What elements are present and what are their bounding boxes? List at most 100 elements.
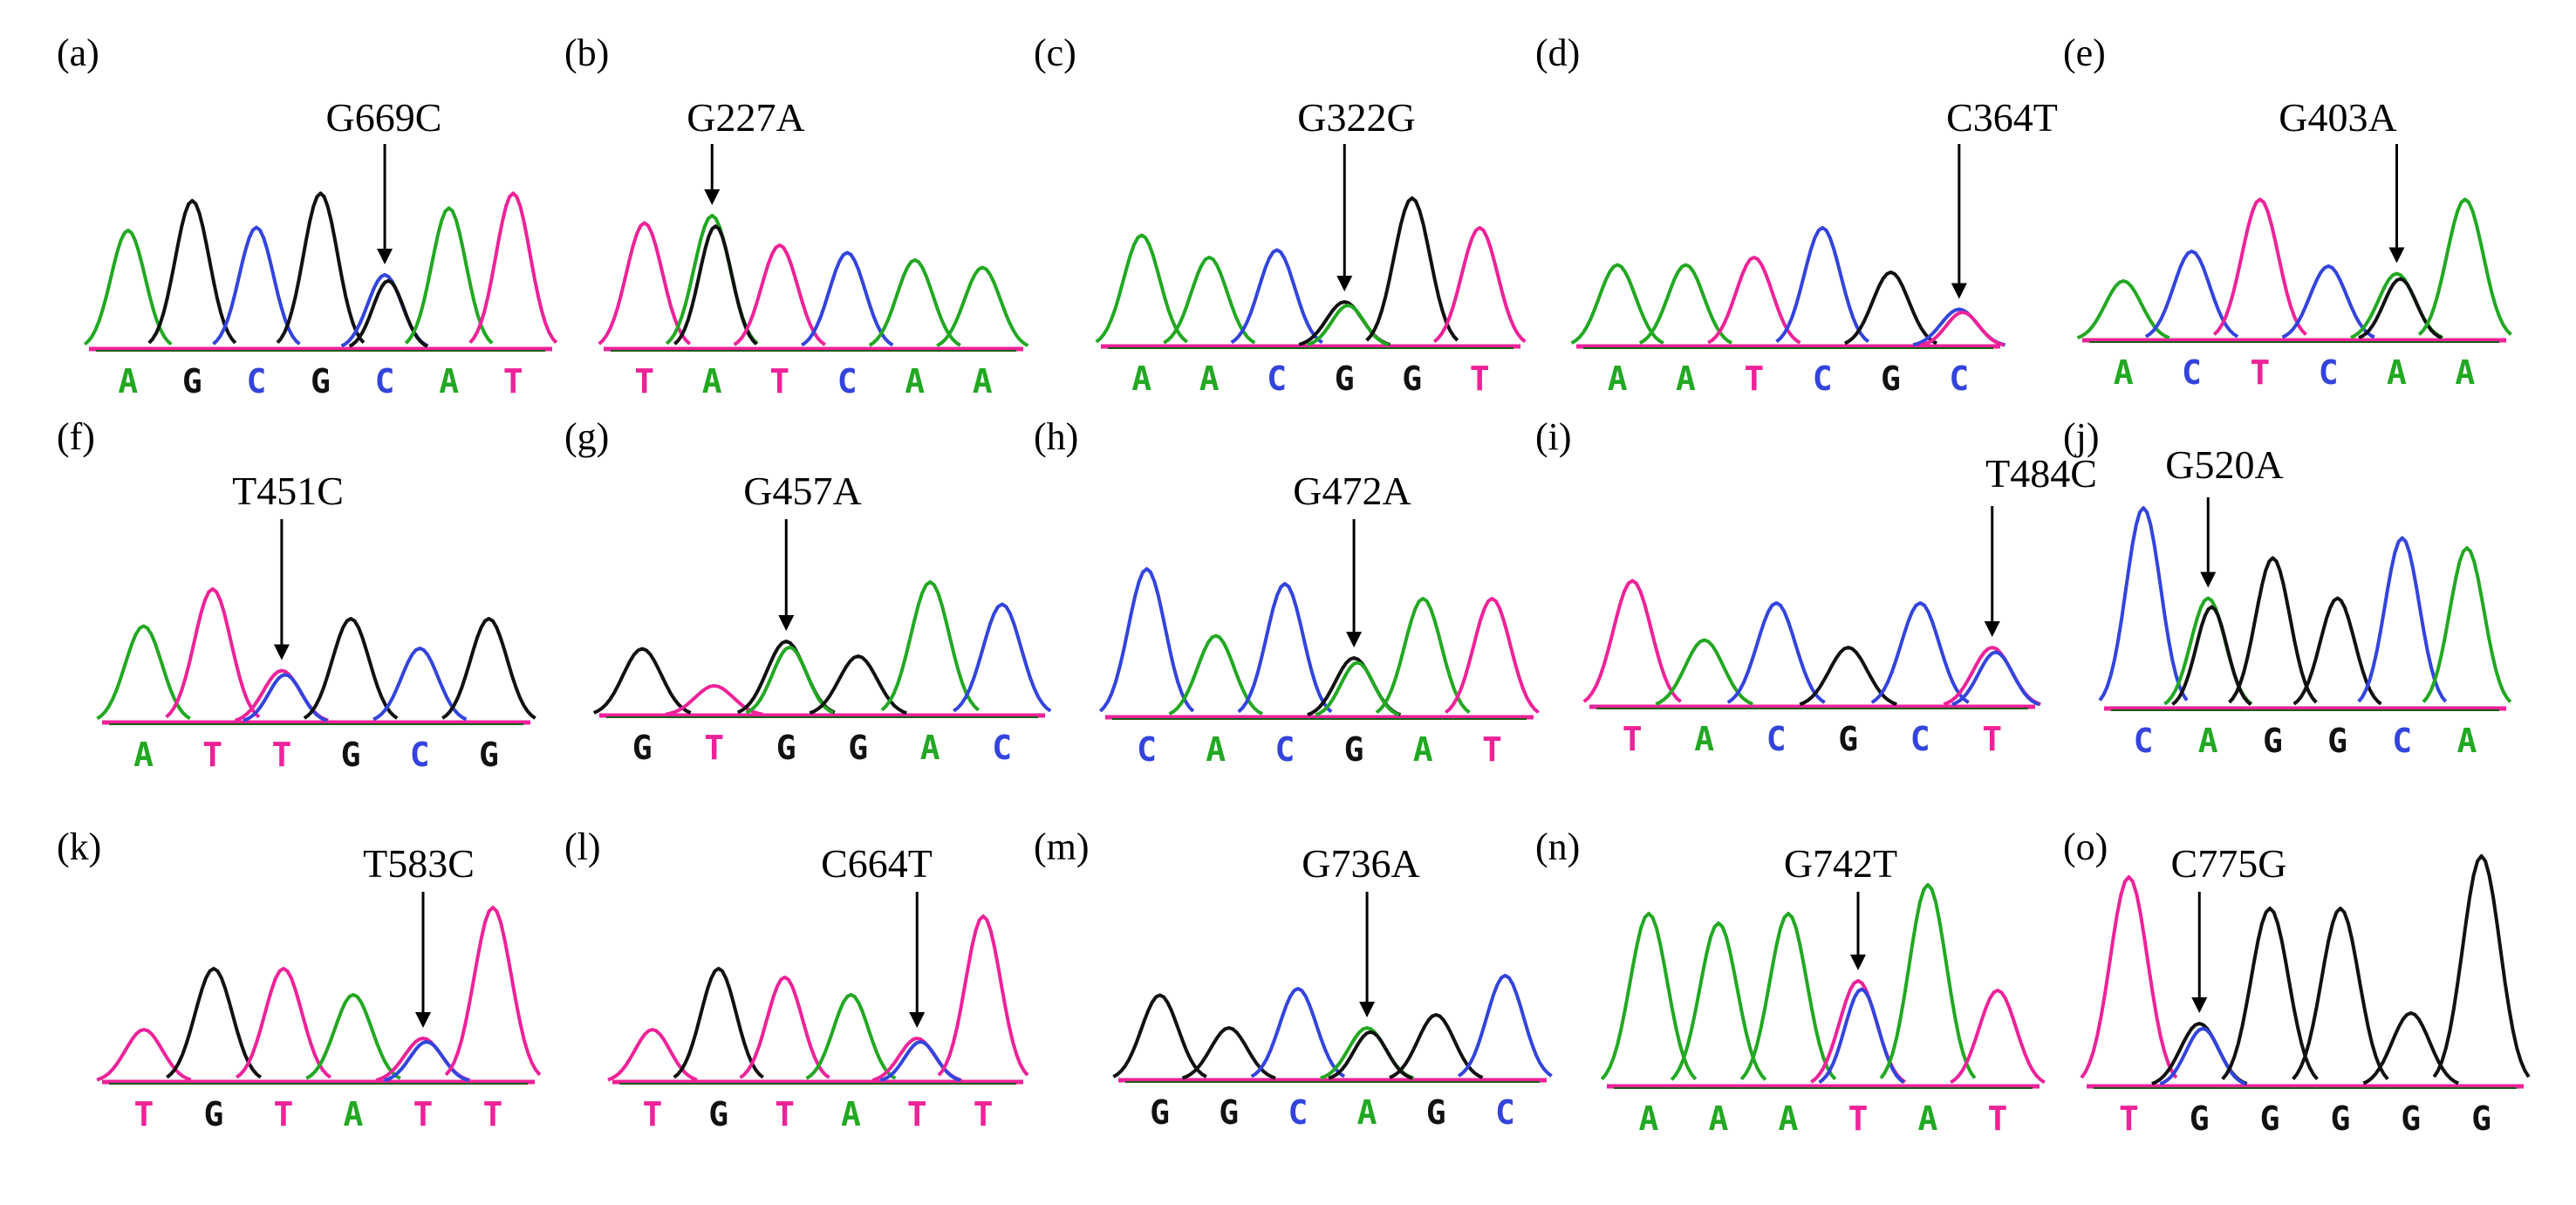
secondary-peak-c	[1818, 987, 1905, 1085]
base-call-label: T	[1988, 1099, 2008, 1138]
arrow-head	[1346, 632, 1363, 647]
peak-a	[404, 206, 494, 345]
peak-g	[303, 617, 399, 720]
peak-t	[739, 976, 830, 1079]
peak-t	[165, 587, 261, 719]
base-call-label: A	[439, 362, 459, 401]
chromatogram-panel: (a) A G C G C A T G669C	[57, 31, 558, 401]
base-call-label: C	[1267, 359, 1287, 398]
arrow-head	[415, 1012, 431, 1028]
chromatogram-panel: (n) A A A T A T G742T	[1535, 825, 2046, 1138]
secondary-peak-g	[2358, 277, 2443, 339]
chromatogram-panel: (f) A T T G C G T451C	[57, 415, 536, 774]
base-call-label: T	[775, 1095, 795, 1133]
peak-g	[1843, 270, 1938, 346]
peak-g	[2221, 907, 2319, 1080]
peak-g	[2362, 1011, 2459, 1085]
arrow-head	[1850, 955, 1866, 970]
base-call-label: C	[1813, 359, 1833, 398]
peak-c	[953, 602, 1052, 713]
arrow-head	[2191, 997, 2208, 1013]
base-call-label: G	[1335, 359, 1355, 398]
peak-a	[1739, 912, 1837, 1081]
mutation-label: G669C	[326, 95, 442, 140]
panel-id-label: (b)	[564, 31, 609, 74]
base-call-label: A	[1676, 359, 1696, 398]
base-call-label: G	[2330, 1099, 2350, 1138]
peak-a	[83, 229, 173, 346]
base-call-label: A	[1206, 730, 1226, 769]
peak-a	[880, 580, 981, 712]
peak-t	[235, 967, 332, 1079]
base-call-label: T	[642, 1095, 662, 1133]
peak-c	[1870, 601, 1970, 704]
peak-c	[2144, 250, 2239, 339]
arrow-head	[2388, 247, 2405, 264]
peak-g	[1112, 993, 1207, 1078]
base-call-label: C	[410, 736, 430, 774]
base-call-label: A	[133, 736, 154, 774]
panel-id-label: (c)	[1034, 31, 1076, 74]
base-call-label: A	[1131, 359, 1151, 398]
base-call-label: G	[632, 729, 653, 767]
base-call-label: T	[1982, 720, 2002, 758]
mutation-label: C775G	[2171, 841, 2287, 886]
peak-t	[1582, 579, 1682, 703]
base-call-label: T	[1623, 720, 1643, 758]
peak-c	[1237, 582, 1333, 714]
chromatogram-panel: (i) T A C G C T T484C	[1535, 415, 2097, 758]
base-call-label: C	[1274, 730, 1295, 769]
panel-id-label: (h)	[1034, 415, 1078, 458]
secondary-peak-c	[2159, 1026, 2246, 1086]
panel-id-label: (g)	[564, 415, 609, 458]
chromatogram-panel: (c) A A C G G T G322G	[1034, 31, 1527, 398]
peak-t	[96, 1028, 192, 1082]
peak-c	[212, 225, 301, 346]
base-call-label: G	[479, 736, 499, 774]
base-call-label: T	[271, 736, 291, 774]
peak-a	[868, 258, 961, 347]
base-call-label: A	[1413, 730, 1433, 769]
base-call-label: T	[503, 362, 523, 401]
peak-t	[598, 221, 692, 346]
peak-c	[1458, 974, 1553, 1078]
peak-c	[1098, 567, 1195, 713]
secondary-peak-g	[348, 278, 428, 348]
base-call-label: G	[1881, 359, 1901, 398]
mutation-label: G472A	[1293, 469, 1411, 513]
peak-c	[2098, 506, 2189, 702]
peak-g	[2292, 596, 2382, 706]
peak-t	[1707, 256, 1801, 345]
peak-t	[1444, 597, 1540, 715]
chromatogram-panel: (g) G T G G A C G457A	[564, 415, 1052, 767]
base-call-label: A	[344, 1095, 364, 1133]
base-call-label: A	[2387, 353, 2407, 392]
base-call-label: G	[1402, 359, 1422, 398]
chromatogram-panel: (k) T G T A T T T583C	[57, 825, 542, 1133]
peak-t	[1950, 989, 2046, 1085]
peak-a	[1095, 233, 1189, 344]
peak-a	[1600, 912, 1698, 1081]
base-call-label: C	[246, 362, 266, 401]
peak-g	[673, 967, 764, 1079]
base-call-label: T	[704, 729, 724, 767]
mutation-label: C364T	[1946, 95, 2058, 140]
peak-a	[1375, 597, 1471, 715]
panel-id-label: (e)	[2063, 31, 2106, 74]
mutation-label: T451C	[232, 469, 344, 513]
base-call-label: C	[1495, 1093, 1515, 1132]
base-call-label: A	[973, 362, 993, 401]
peak-g	[2432, 854, 2531, 1078]
arrow-head	[2200, 572, 2217, 588]
base-call-label: A	[118, 362, 138, 401]
base-call-label: G	[1150, 1093, 1170, 1132]
secondary-peak-c	[879, 1040, 961, 1083]
base-call-label: G	[2260, 1099, 2280, 1138]
peak-g	[1389, 1013, 1484, 1079]
chromatogram-panel: (m) G G C A G C G736A	[1034, 825, 1553, 1132]
peak-g	[165, 967, 263, 1079]
base-call-label: T	[974, 1095, 994, 1133]
base-call-label: T	[202, 736, 222, 774]
base-call-label: C	[2392, 722, 2412, 760]
